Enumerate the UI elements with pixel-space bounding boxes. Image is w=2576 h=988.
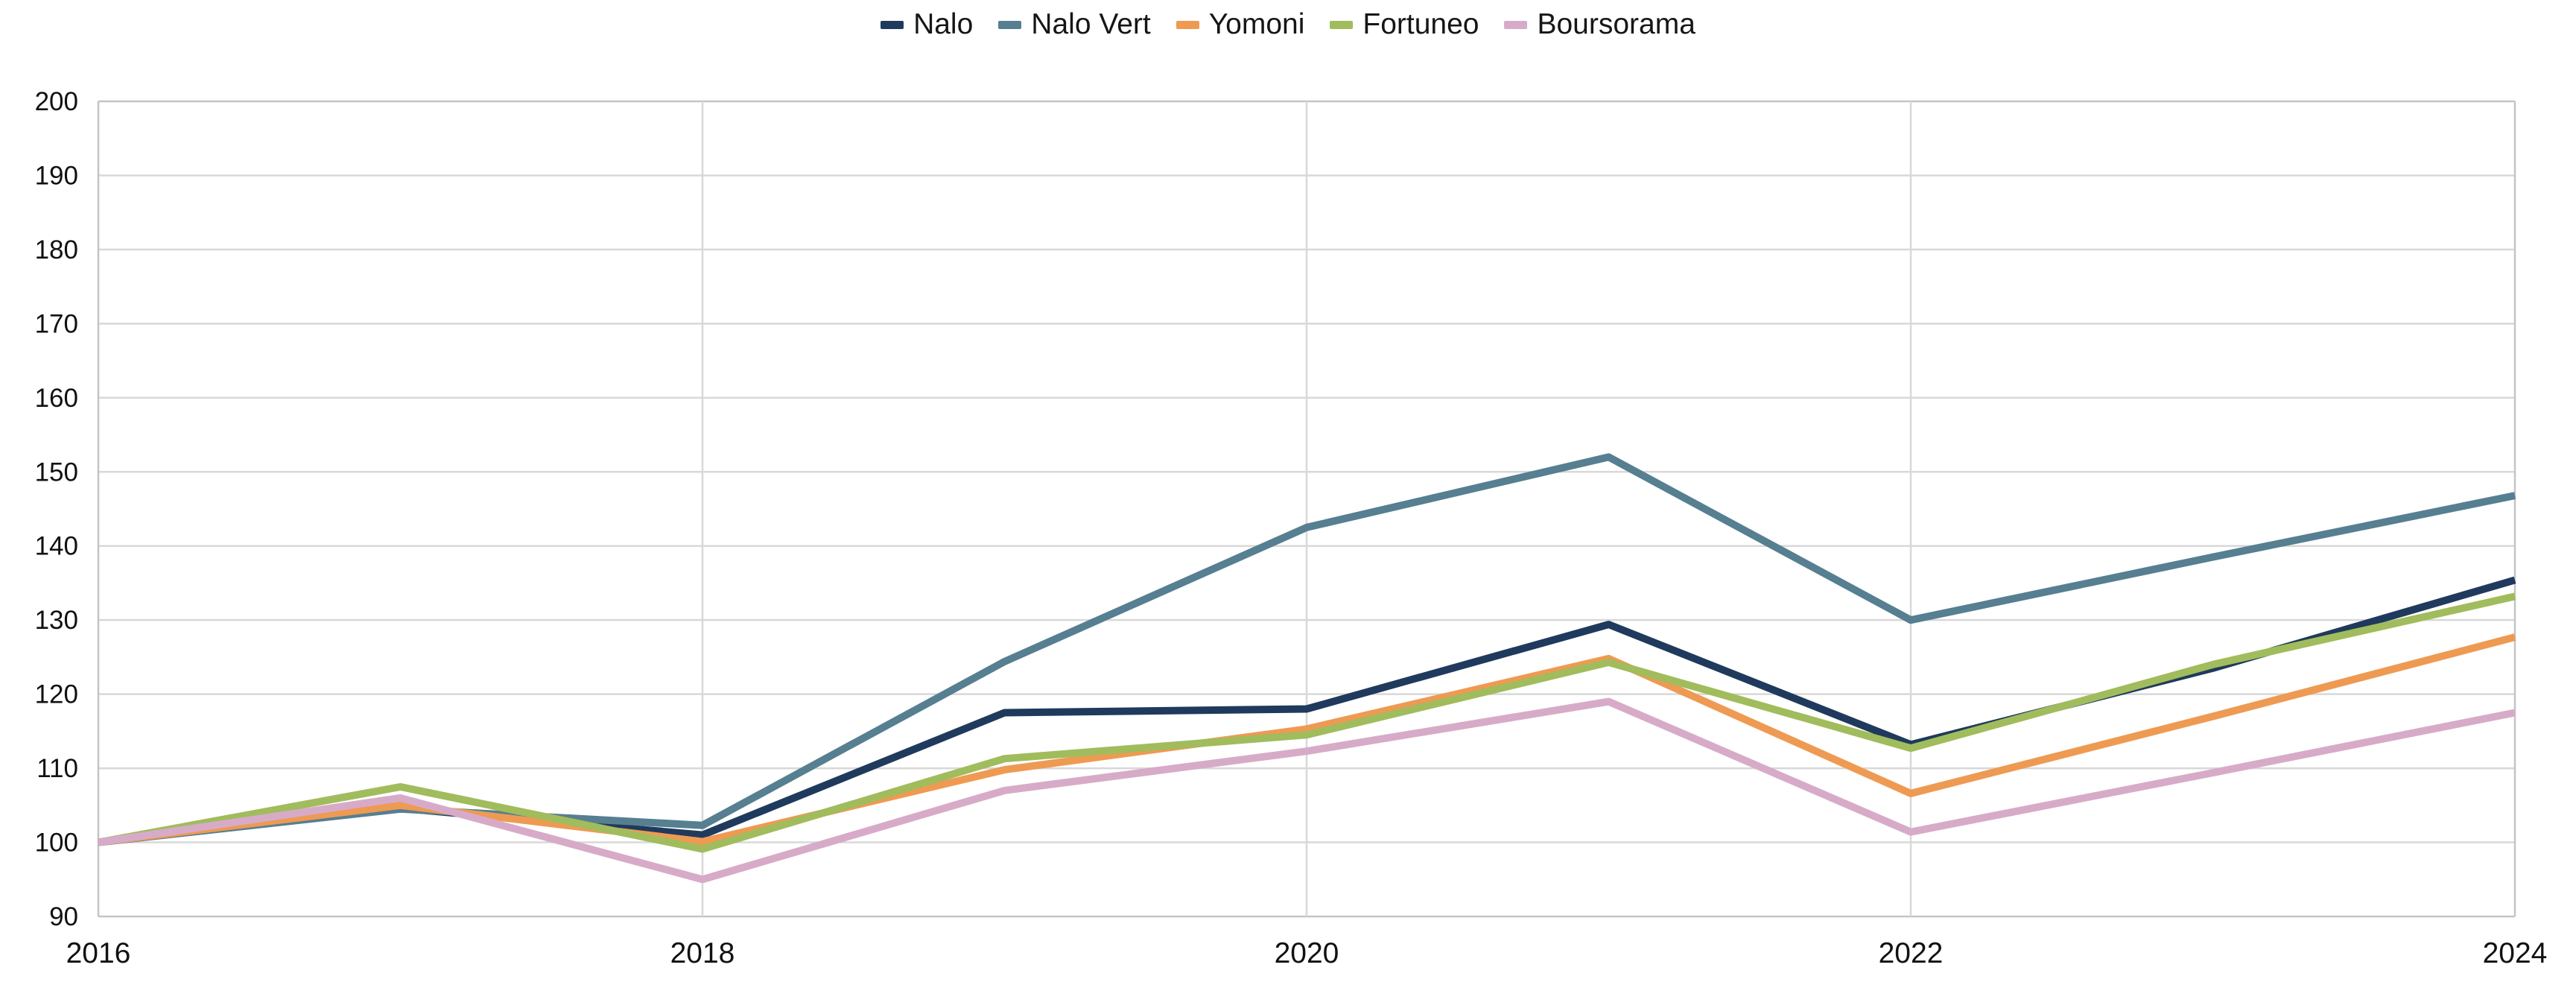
- yomoni-swatch-icon: [1176, 20, 1199, 29]
- chart-legend: Nalo Nalo Vert Yomoni Fortuneo Boursoram…: [0, 7, 2576, 42]
- legend-item-yomoni[interactable]: Yomoni: [1176, 7, 1305, 42]
- x-tick-label: 2022: [1879, 937, 1944, 969]
- legend-item-boursorama[interactable]: Boursorama: [1504, 7, 1695, 42]
- nalo-swatch-icon: [881, 20, 904, 29]
- y-tick-label: 150: [35, 457, 78, 487]
- legend-item-nalo[interactable]: Nalo: [881, 7, 973, 42]
- y-tick-label: 90: [49, 902, 78, 931]
- y-tick-label: 140: [35, 532, 78, 561]
- y-tick-label: 160: [35, 384, 78, 413]
- y-tick-label: 120: [35, 680, 78, 709]
- y-tick-label: 190: [35, 161, 78, 190]
- legend-label: Nalo: [913, 8, 974, 40]
- fortuneo-swatch-icon: [1330, 20, 1354, 29]
- boursorama-swatch-icon: [1504, 20, 1528, 29]
- legend-label: Fortuneo: [1362, 8, 1479, 40]
- x-tick-label: 2018: [670, 937, 735, 969]
- legend-label: Boursorama: [1537, 8, 1695, 40]
- legend-item-fortuneo[interactable]: Fortuneo: [1330, 7, 1479, 42]
- y-tick-label: 110: [37, 754, 78, 783]
- legend-label: Nalo Vert: [1031, 8, 1151, 40]
- y-tick-label: 100: [35, 829, 78, 858]
- series-line-boursorama: [98, 697, 2516, 884]
- y-tick-label: 130: [35, 606, 78, 635]
- nalo-vert-swatch-icon: [998, 20, 1022, 29]
- x-tick-label: 2020: [1275, 937, 1339, 969]
- y-tick-label: 200: [35, 87, 78, 116]
- y-tick-label: 180: [35, 235, 78, 265]
- legend-label: Yomoni: [1208, 8, 1305, 40]
- legend-item-nalo-vert[interactable]: Nalo Vert: [998, 7, 1151, 42]
- x-tick-label: 2016: [66, 937, 131, 969]
- series-line-yomoni: [98, 633, 2516, 846]
- y-tick-label: 170: [35, 309, 78, 338]
- x-tick-label: 2024: [2483, 937, 2548, 969]
- series-line-fortuneo: [98, 592, 2516, 853]
